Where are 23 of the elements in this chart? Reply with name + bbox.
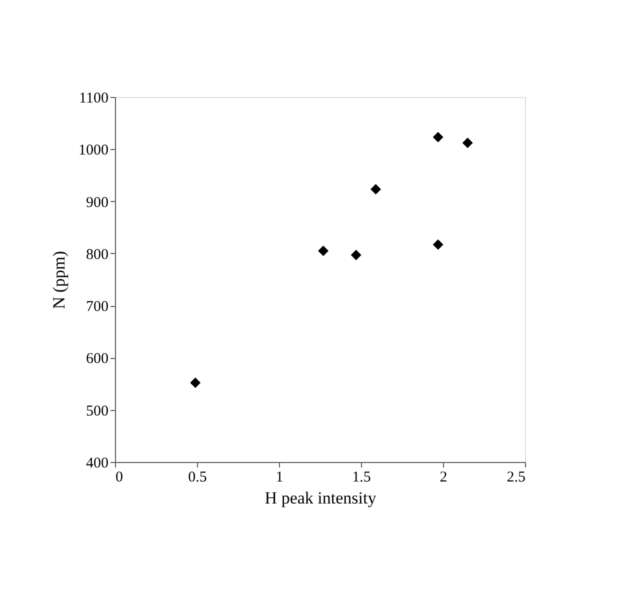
y-tick-label: 900 [86, 194, 108, 211]
x-tick-label: 1.5 [352, 470, 371, 486]
y-tick-label: 400 [86, 456, 108, 472]
x-tick-label: 0.5 [188, 470, 207, 486]
y-tick-label: 600 [86, 351, 108, 368]
x-tick-label: 1 [276, 470, 284, 486]
y-tick-label: 700 [86, 299, 108, 316]
point [370, 184, 382, 195]
x-axis-title: H peak intensity [264, 488, 377, 508]
point [190, 378, 201, 388]
point [350, 250, 362, 260]
y-tick-label: 800 [86, 246, 108, 263]
y-tick-label: 1100 [79, 90, 108, 106]
point [318, 246, 329, 256]
point [432, 132, 444, 142]
y-tick-label: 500 [86, 403, 108, 420]
x-tick-label: 0 [116, 470, 123, 486]
point [462, 138, 473, 148]
y-tick-label: 1000 [78, 142, 108, 159]
x-tick-label: 2.5 [506, 470, 526, 486]
x-tick-label: 2 [440, 470, 448, 486]
point [432, 239, 444, 250]
y-axis-title: N (ppm) [50, 250, 68, 310]
